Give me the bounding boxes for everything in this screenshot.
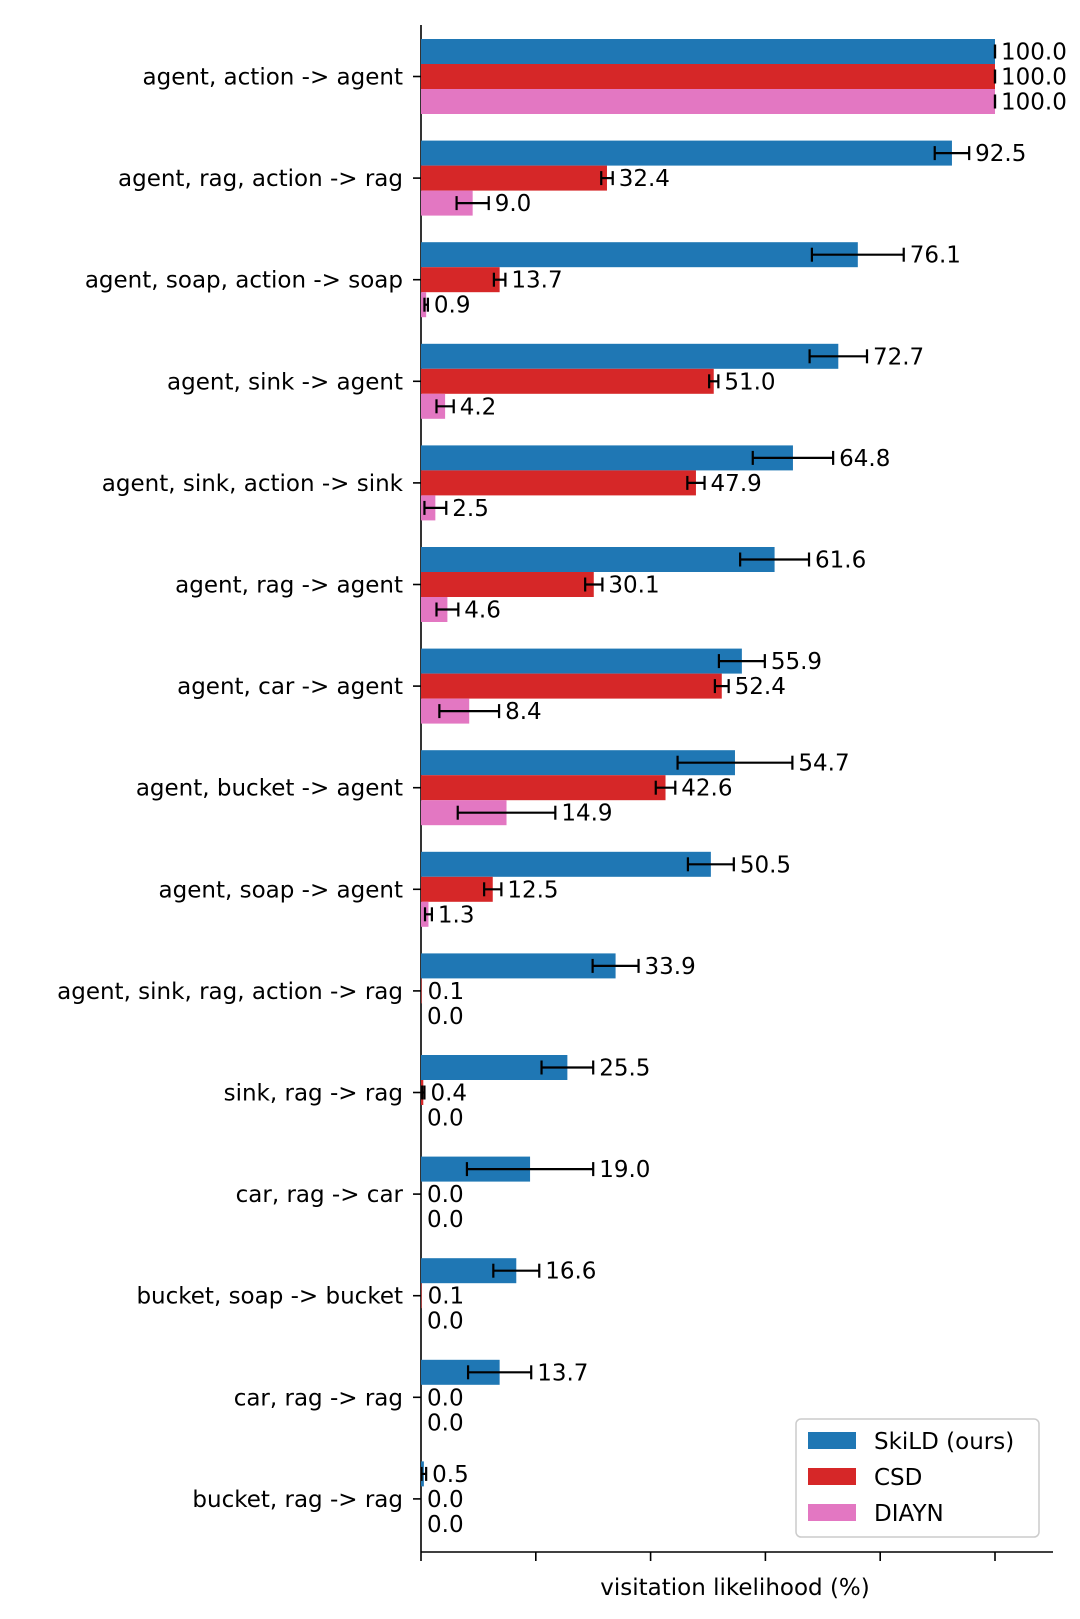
- x-axis-label: visitation likelihood (%): [600, 1575, 870, 1601]
- legend-entry: SkiLD (ours): [874, 1429, 1014, 1455]
- legend: SkiLD (ours) CSD DIAYN: [795, 1418, 1040, 1538]
- data-label: 0.1: [428, 1284, 465, 1310]
- bar-diayn: [421, 89, 995, 114]
- bar-csd: [421, 470, 696, 496]
- data-label: 0.0: [427, 1410, 464, 1436]
- data-label: 0.0: [427, 1512, 464, 1538]
- data-label: 25.5: [599, 1056, 650, 1082]
- data-label: 33.9: [645, 954, 696, 980]
- bar-csd: [421, 1283, 422, 1309]
- bar-csd: [421, 978, 422, 1004]
- data-label: 4.6: [464, 598, 501, 624]
- category-label: agent, action -> agent: [143, 65, 404, 91]
- category-label: agent, soap -> agent: [159, 877, 403, 903]
- data-label: 0.0: [427, 1309, 464, 1335]
- category-label: agent, car -> agent: [177, 674, 403, 700]
- bar-csd: [421, 572, 594, 597]
- data-label: 54.7: [798, 751, 849, 777]
- bar-csd: [421, 64, 995, 89]
- data-label: 4.2: [460, 394, 497, 420]
- data-label: 0.0: [427, 1207, 464, 1233]
- data-label: 72.7: [873, 344, 924, 370]
- data-label: 13.7: [511, 268, 562, 294]
- data-label: 14.9: [561, 801, 612, 827]
- bar-csd: [421, 368, 714, 394]
- data-label: 52.4: [735, 674, 786, 700]
- data-label: 100.0: [1001, 90, 1067, 116]
- category-label: agent, sink, action -> sink: [102, 471, 404, 497]
- category-label: bucket, soap -> bucket: [136, 1284, 403, 1310]
- data-label: 0.0: [427, 1106, 464, 1132]
- data-label: 100.0: [1001, 40, 1067, 66]
- legend-swatch: [808, 1504, 856, 1521]
- data-label: 0.0: [427, 1385, 464, 1411]
- data-label: 42.6: [681, 776, 732, 802]
- data-label: 0.9: [434, 293, 471, 319]
- bar-csd: [421, 876, 493, 902]
- legend-entry: DIAYN: [874, 1501, 944, 1527]
- bar-skild-ours: [421, 851, 711, 877]
- data-label: 0.5: [432, 1462, 469, 1488]
- legend-swatch: [808, 1432, 856, 1449]
- bar-skild-ours: [421, 648, 742, 674]
- data-label: 1.3: [438, 902, 475, 928]
- bar-skild-ours: [421, 242, 858, 268]
- data-label: 9.0: [495, 191, 532, 217]
- data-label: 0.0: [427, 1004, 464, 1030]
- category-label: agent, rag -> agent: [175, 573, 403, 599]
- plot-area: agent, action -> agent100.0100.0100.0age…: [57, 25, 1067, 1561]
- legend-swatch: [808, 1468, 856, 1485]
- bar-skild-ours: [421, 547, 775, 572]
- data-label: 0.0: [427, 1487, 464, 1513]
- bar-csd: [421, 775, 666, 801]
- category-label: bucket, rag -> rag: [192, 1487, 403, 1513]
- legend-entry: CSD: [874, 1465, 922, 1491]
- category-label: agent, soap, action -> soap: [85, 268, 403, 294]
- data-label: 55.9: [771, 649, 822, 675]
- data-label: 12.5: [507, 877, 558, 903]
- bar-csd: [421, 673, 722, 699]
- data-label: 30.1: [608, 573, 659, 599]
- category-label: agent, rag, action -> rag: [118, 166, 403, 192]
- data-label: 64.8: [839, 446, 890, 472]
- data-label: 19.0: [599, 1157, 650, 1183]
- category-label: agent, sink -> agent: [167, 369, 403, 395]
- legend-box: [795, 1418, 1040, 1538]
- bar-skild-ours: [421, 39, 995, 64]
- bar-csd: [421, 267, 500, 293]
- category-label: sink, rag -> rag: [224, 1081, 403, 1107]
- category-label: agent, sink, rag, action -> rag: [57, 979, 403, 1005]
- bar-skild-ours: [421, 445, 793, 471]
- data-label: 92.5: [975, 141, 1026, 167]
- data-label: 47.9: [711, 471, 762, 497]
- bar-skild-ours: [421, 140, 952, 166]
- category-label: car, rag -> rag: [234, 1385, 403, 1411]
- data-label: 0.0: [427, 1182, 464, 1208]
- data-label: 8.4: [505, 699, 542, 725]
- data-label: 2.5: [452, 496, 489, 522]
- data-label: 0.1: [428, 979, 465, 1005]
- category-label: car, rag -> car: [236, 1182, 404, 1208]
- data-label: 0.4: [430, 1081, 467, 1107]
- data-label: 50.5: [740, 852, 791, 878]
- data-label: 61.6: [815, 548, 866, 574]
- bar-skild-ours: [421, 953, 616, 979]
- data-label: 13.7: [537, 1360, 588, 1386]
- data-label: 16.6: [545, 1259, 596, 1285]
- data-label: 51.0: [724, 369, 775, 395]
- data-label: 100.0: [1001, 65, 1067, 91]
- data-label: 76.1: [910, 243, 961, 269]
- category-label: agent, bucket -> agent: [136, 776, 403, 802]
- bar-csd: [421, 165, 607, 191]
- data-label: 32.4: [619, 166, 670, 192]
- bar-skild-ours: [421, 343, 839, 369]
